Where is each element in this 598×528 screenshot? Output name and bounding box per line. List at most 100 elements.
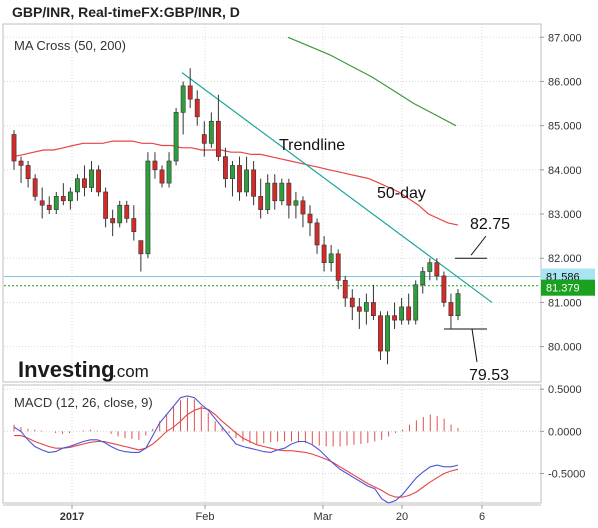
macd-y-tick-label: 0.0000 bbox=[548, 426, 582, 438]
candle bbox=[328, 244, 334, 272]
candle bbox=[223, 147, 228, 188]
candle bbox=[25, 161, 31, 188]
candle bbox=[75, 174, 80, 201]
candle bbox=[349, 289, 355, 321]
candle bbox=[96, 165, 101, 197]
candle-body bbox=[314, 222, 320, 246]
candle bbox=[18, 156, 24, 184]
candle-body bbox=[131, 218, 137, 233]
candle-body bbox=[392, 315, 397, 321]
candle bbox=[82, 165, 87, 197]
candle bbox=[434, 258, 440, 281]
macd-panel-frame bbox=[2, 384, 542, 504]
candle-body bbox=[159, 169, 165, 184]
candle-body bbox=[272, 182, 278, 202]
candle bbox=[89, 161, 94, 192]
candle bbox=[230, 161, 235, 197]
candle-body bbox=[25, 165, 31, 179]
candle bbox=[314, 218, 320, 254]
candle-body bbox=[237, 165, 242, 193]
candle-body bbox=[152, 160, 158, 171]
x-tick-label: 6 bbox=[479, 511, 485, 523]
main-panel-frame bbox=[2, 23, 542, 383]
candle-body bbox=[363, 302, 369, 312]
ma-cross-label: MA Cross (50, 200) bbox=[14, 38, 126, 53]
candle-body bbox=[223, 156, 228, 179]
candle bbox=[67, 187, 73, 210]
candle bbox=[251, 161, 257, 206]
candle-body bbox=[342, 280, 348, 299]
chart-title: GBP/INR, Real-timeFX:GBP/INR, D bbox=[12, 4, 240, 20]
candle bbox=[152, 152, 158, 179]
candle-body bbox=[385, 315, 390, 352]
candle bbox=[406, 293, 412, 325]
candle bbox=[356, 298, 362, 329]
candle bbox=[307, 205, 313, 237]
candle bbox=[293, 191, 299, 219]
candle-body bbox=[89, 169, 94, 188]
candle bbox=[448, 293, 454, 329]
candle-body bbox=[103, 191, 109, 219]
candle-body bbox=[251, 169, 257, 197]
candle-body bbox=[96, 169, 101, 193]
candle bbox=[194, 90, 200, 126]
candle-body bbox=[293, 200, 299, 206]
candle-body bbox=[356, 306, 362, 312]
resistance-leader bbox=[470, 235, 487, 256]
candle bbox=[258, 178, 264, 219]
ma50-annotation: 50-day bbox=[377, 185, 426, 202]
candle-body bbox=[413, 284, 419, 321]
green-price-tag-bg bbox=[541, 279, 595, 296]
candle bbox=[39, 187, 45, 219]
candle-body bbox=[244, 169, 249, 193]
candle-body bbox=[60, 196, 66, 202]
candle bbox=[103, 187, 109, 228]
y-tick-label: 82.000 bbox=[548, 253, 582, 265]
candle bbox=[279, 178, 285, 206]
candle bbox=[321, 236, 327, 272]
candle bbox=[11, 130, 17, 170]
trendline-annotation: Trendline bbox=[279, 137, 345, 154]
candle bbox=[46, 196, 52, 215]
macd-y-tick-label: 0.5000 bbox=[548, 384, 582, 396]
candle-body bbox=[279, 182, 285, 202]
candle bbox=[131, 205, 137, 241]
logo-dotcom: .com bbox=[112, 362, 149, 381]
y-tick-label: 83.000 bbox=[548, 209, 582, 221]
candle bbox=[145, 152, 151, 259]
candle bbox=[215, 94, 221, 162]
candle-body bbox=[39, 200, 45, 206]
candle-body bbox=[448, 302, 454, 317]
candle-body bbox=[82, 178, 87, 188]
macd-y-tick-label: -0.5000 bbox=[548, 469, 585, 481]
candle-body bbox=[67, 191, 73, 202]
candle bbox=[335, 249, 341, 290]
x-tick-label: Mar bbox=[314, 511, 333, 523]
candle bbox=[413, 280, 419, 325]
candle bbox=[244, 156, 249, 197]
candle bbox=[371, 284, 376, 321]
candle-body bbox=[180, 85, 186, 113]
candle bbox=[201, 121, 207, 157]
candle bbox=[117, 200, 123, 228]
candle-body bbox=[406, 306, 412, 321]
candle-body bbox=[230, 165, 235, 179]
candle-body bbox=[399, 306, 405, 321]
x-tick-label: Feb bbox=[196, 511, 215, 523]
candle-body bbox=[300, 200, 306, 215]
candle bbox=[385, 311, 390, 365]
candle bbox=[286, 178, 292, 219]
candle-body bbox=[441, 275, 447, 303]
macd-label: MACD (12, 26, close, 9) bbox=[14, 395, 153, 410]
candle bbox=[173, 107, 179, 166]
candle-body bbox=[187, 85, 193, 100]
candle bbox=[342, 275, 348, 307]
candle bbox=[363, 293, 369, 325]
candle bbox=[138, 240, 144, 272]
candle-body bbox=[420, 271, 426, 286]
candle-body bbox=[173, 112, 179, 162]
logo-investing: Investing bbox=[18, 357, 115, 382]
y-tick-label: 81.000 bbox=[548, 297, 582, 309]
trendline bbox=[181, 72, 493, 303]
